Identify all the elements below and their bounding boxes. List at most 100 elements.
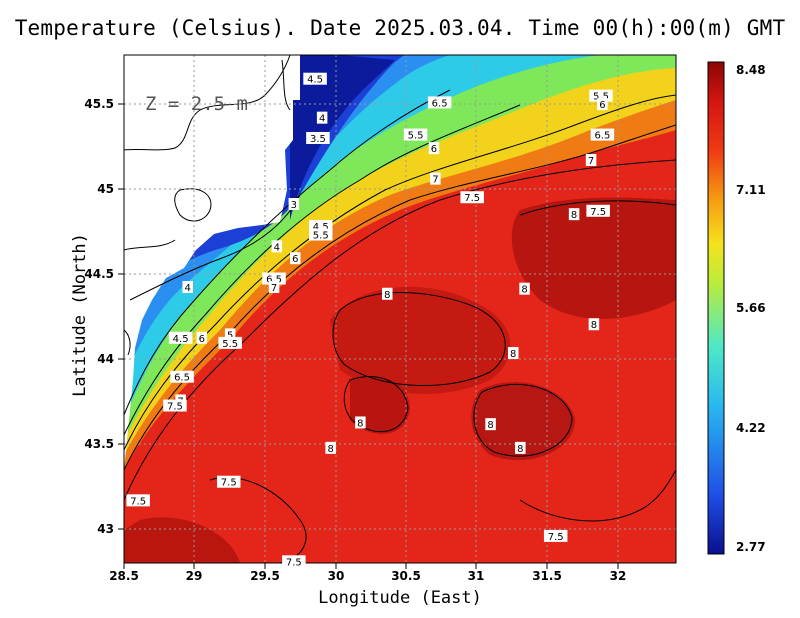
contour-label: 5.5: [593, 92, 609, 103]
contour-label: 4.5: [173, 334, 189, 345]
contour-label-box: [460, 191, 484, 204]
colorbar-tick-label: 8.48: [736, 63, 766, 77]
contour-label: 7.5: [590, 207, 606, 218]
depth-label: Z = 2.5 m: [145, 93, 248, 115]
contour-label-box: [507, 347, 519, 360]
contour-label: 4.5: [313, 222, 329, 233]
contour-label: 5: [227, 330, 233, 341]
contour-label-box: [308, 228, 333, 241]
contour-label-box: [163, 399, 187, 412]
contour-label-box: [590, 128, 615, 141]
y-axis-label: Latitude (North): [70, 233, 90, 397]
x-tick-label: 31: [468, 569, 485, 583]
contour-label-box: [403, 128, 428, 141]
contour-label: 8: [384, 290, 390, 301]
contour-label: 8: [571, 210, 577, 221]
contour-label: 7: [432, 175, 438, 186]
contour-label-box: [428, 142, 440, 155]
contour-label: 8: [357, 418, 363, 429]
contour-label-box: [485, 418, 496, 431]
contour-label-box: [268, 280, 280, 293]
contour-label-box: [182, 280, 193, 293]
contour-label: 4.5: [307, 75, 323, 86]
contour-label: 6.5: [266, 275, 282, 286]
contour-label-box: [597, 98, 608, 111]
contour-label: 6: [599, 100, 605, 111]
contour-label-box: [306, 131, 330, 144]
colorbar: [707, 61, 725, 555]
y-tick-label: 45.5: [84, 97, 114, 111]
contour-label: 4: [319, 114, 325, 125]
map-title: Temperature (Celsius). Date 2025.03.04. …: [14, 16, 786, 40]
contour-label-box: [519, 282, 530, 295]
contour-label-box: [355, 416, 366, 429]
contour-label: 7.5: [286, 557, 302, 568]
contour-label: 4: [185, 283, 191, 294]
y-tick-label: 43.5: [84, 437, 114, 451]
contour-label-box: [290, 252, 301, 265]
contour-label: 6: [292, 254, 298, 265]
colorbar-tick-label: 4.22: [736, 421, 766, 435]
contour-label: 7.5: [167, 402, 183, 413]
contour-label-box: [196, 331, 208, 344]
x-tick-label: 30: [328, 569, 345, 583]
contour-label: 5.5: [313, 230, 329, 241]
x-tick-label: 31.5: [532, 569, 562, 583]
contour-label: 7: [588, 156, 594, 167]
contour-label-box: [543, 529, 568, 542]
contour-label: 6: [431, 144, 437, 155]
contour-label: 3.5: [310, 134, 326, 145]
contour-label-box: [216, 475, 241, 488]
y-tick-label: 45: [97, 182, 114, 196]
contour-label: 4: [274, 242, 280, 253]
contour-label: 5.5: [408, 131, 424, 142]
contour-label: 8: [327, 444, 333, 455]
contour-label: 8: [510, 349, 516, 360]
contour-label: 5.5: [222, 339, 238, 350]
contour-label-box: [316, 111, 328, 124]
contour-label-box: [585, 153, 597, 166]
contour-label: 6.5: [432, 98, 448, 109]
contour-label: 8: [521, 285, 527, 296]
colorbar-tick-label: 7.11: [736, 183, 766, 197]
contour-label-box: [170, 370, 194, 383]
contour-label: 8: [487, 420, 493, 431]
contour-label: 8: [591, 320, 597, 331]
contour-label: 7.5: [548, 532, 564, 543]
contour-label-box: [515, 441, 526, 454]
x-tick-label: 32: [610, 569, 627, 583]
contour-label: 7.5: [221, 478, 237, 489]
contour-label-box: [288, 198, 300, 211]
x-axis-label: Longitude (East): [318, 588, 482, 608]
contour-label-box: [262, 272, 286, 285]
contour-label: 8: [517, 444, 523, 455]
contour-label-box: [430, 172, 441, 185]
contour-label-box: [382, 287, 393, 300]
x-tick-label: 30.5: [391, 569, 421, 583]
contour-label-box: [568, 208, 580, 221]
contour-label-box: [126, 494, 150, 507]
contour-label: 6.5: [174, 373, 190, 384]
contour-label: 7.5: [464, 193, 480, 204]
x-tick-label: 28.5: [109, 569, 139, 583]
contour-label: 6: [199, 334, 205, 345]
contour-label-box: [325, 441, 336, 454]
x-tick-label: 29.5: [250, 569, 280, 583]
contour-label-box: [282, 555, 306, 568]
plot-frame: [123, 54, 677, 564]
axis-ticks: [118, 103, 619, 569]
contour-label-box: [427, 96, 452, 109]
contour-label-box: [224, 328, 236, 341]
contour-label-box: [588, 318, 600, 331]
y-tick-label: 43: [97, 522, 114, 536]
contour-label: 6.5: [594, 131, 610, 142]
contour-label-box: [586, 204, 610, 217]
y-tick-label: 44.5: [84, 267, 114, 281]
contour-label-box: [168, 331, 193, 344]
temperature-field: [124, 55, 676, 563]
colorbar-tick-label: 2.77: [736, 540, 766, 554]
contour-label: 7: [271, 283, 277, 294]
